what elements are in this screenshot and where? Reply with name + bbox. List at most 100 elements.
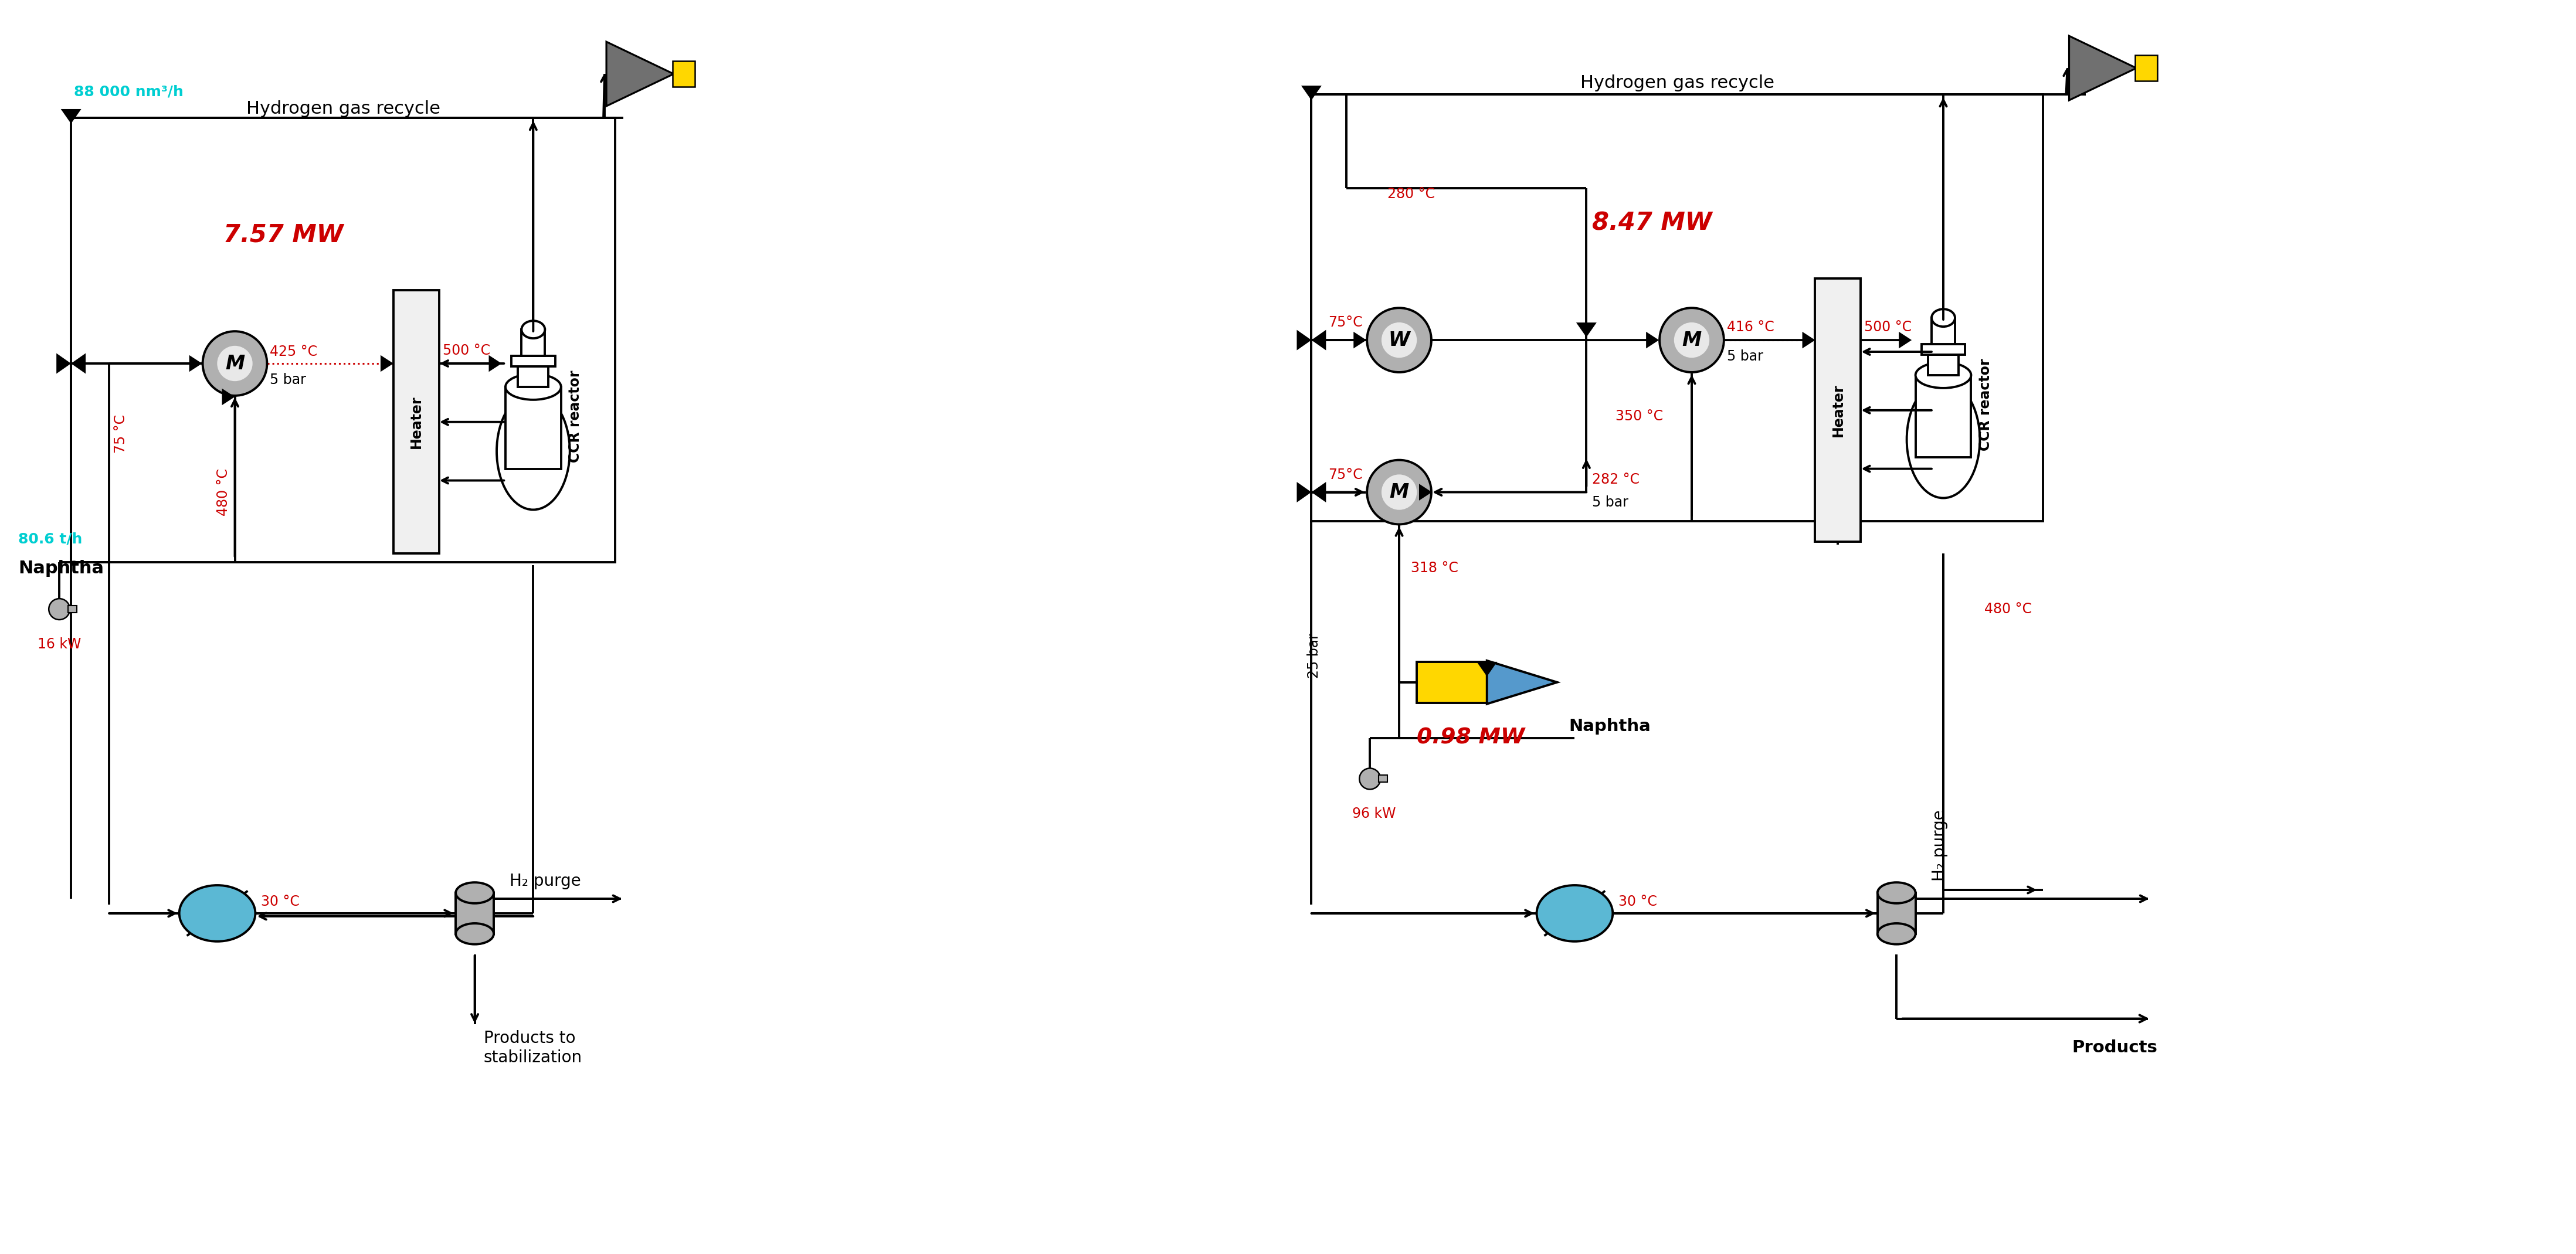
Text: Heater: Heater xyxy=(410,395,422,449)
Polygon shape xyxy=(1899,332,1911,349)
Text: 350 °C: 350 °C xyxy=(1615,409,1664,423)
Polygon shape xyxy=(222,389,234,405)
Circle shape xyxy=(1381,322,1417,357)
Polygon shape xyxy=(1577,322,1597,337)
Bar xyxy=(520,330,546,356)
Text: 480 °C: 480 °C xyxy=(1984,602,2032,616)
Bar xyxy=(72,118,616,562)
Ellipse shape xyxy=(456,883,495,903)
Text: W: W xyxy=(1388,330,1409,350)
Text: 318 °C: 318 °C xyxy=(1412,562,1458,576)
Bar xyxy=(510,356,556,366)
Bar xyxy=(1311,94,2043,522)
Text: Naphtha: Naphtha xyxy=(1569,719,1651,735)
Text: Products: Products xyxy=(2071,1040,2159,1056)
Bar xyxy=(1917,375,1971,456)
Text: 16 kW: 16 kW xyxy=(39,637,80,651)
Text: CCR reactor: CCR reactor xyxy=(569,370,582,463)
Ellipse shape xyxy=(1917,362,1971,387)
Ellipse shape xyxy=(1878,883,1917,903)
Text: 8.47 MW: 8.47 MW xyxy=(1592,211,1713,236)
Polygon shape xyxy=(381,355,394,372)
Circle shape xyxy=(1368,460,1432,524)
Polygon shape xyxy=(2069,36,2136,100)
Bar xyxy=(394,291,438,553)
Circle shape xyxy=(49,598,70,619)
Polygon shape xyxy=(1352,332,1365,349)
Text: 30 °C: 30 °C xyxy=(260,894,299,909)
Text: 480 °C: 480 °C xyxy=(216,469,229,515)
Ellipse shape xyxy=(518,469,549,494)
Polygon shape xyxy=(1646,332,1659,349)
Ellipse shape xyxy=(520,321,546,339)
Text: 282 °C: 282 °C xyxy=(1592,473,1641,487)
Bar xyxy=(518,366,549,387)
Circle shape xyxy=(1659,308,1723,372)
Polygon shape xyxy=(1476,662,1497,676)
Bar xyxy=(1417,662,1486,702)
Text: 500 °C: 500 °C xyxy=(443,344,489,357)
Polygon shape xyxy=(1296,482,1311,503)
Bar xyxy=(1932,317,1955,344)
Bar xyxy=(505,387,562,469)
Polygon shape xyxy=(605,41,675,107)
Text: CCR reactor: CCR reactor xyxy=(1978,359,1991,450)
Text: 5 bar: 5 bar xyxy=(1592,495,1628,509)
Bar xyxy=(1927,456,1958,470)
Polygon shape xyxy=(1311,482,1327,503)
Text: 0.98 MW: 0.98 MW xyxy=(1417,727,1525,749)
Text: 88 000 nm³/h: 88 000 nm³/h xyxy=(75,84,183,99)
Polygon shape xyxy=(1803,332,1816,349)
Bar xyxy=(1878,893,1917,934)
Ellipse shape xyxy=(456,923,495,944)
Bar xyxy=(1816,278,1860,542)
Text: Heater: Heater xyxy=(1832,384,1844,436)
Polygon shape xyxy=(1301,85,1321,100)
Bar xyxy=(672,61,696,87)
Ellipse shape xyxy=(1932,308,1955,326)
Circle shape xyxy=(1674,322,1710,357)
Text: H₂ purge: H₂ purge xyxy=(510,873,582,889)
Text: 416 °C: 416 °C xyxy=(1726,320,1775,335)
Ellipse shape xyxy=(505,374,562,400)
Ellipse shape xyxy=(1927,456,1958,483)
Bar xyxy=(1922,344,1965,355)
Text: H₂ purge: H₂ purge xyxy=(1932,810,1947,882)
Ellipse shape xyxy=(180,885,255,942)
Text: 280 °C: 280 °C xyxy=(1388,187,1435,201)
Text: 5 bar: 5 bar xyxy=(270,372,307,387)
Text: 80.6 t/h: 80.6 t/h xyxy=(18,532,82,545)
Polygon shape xyxy=(72,354,85,374)
Text: 96 kW: 96 kW xyxy=(1352,806,1396,821)
Bar xyxy=(67,606,77,613)
Text: Products to
stabilization: Products to stabilization xyxy=(484,1031,582,1066)
Ellipse shape xyxy=(1906,381,1981,498)
Bar xyxy=(1927,355,1958,375)
Circle shape xyxy=(1368,308,1432,372)
Text: 75°C: 75°C xyxy=(1329,316,1363,330)
Text: 75°C: 75°C xyxy=(1329,468,1363,482)
Bar xyxy=(518,469,549,482)
Text: 425 °C: 425 °C xyxy=(270,345,317,359)
Circle shape xyxy=(1381,474,1417,510)
Polygon shape xyxy=(1486,661,1556,703)
Polygon shape xyxy=(489,355,502,372)
Ellipse shape xyxy=(497,393,569,509)
Text: Hydrogen gas recycle: Hydrogen gas recycle xyxy=(1579,74,1775,92)
Polygon shape xyxy=(188,355,201,372)
Bar xyxy=(1378,775,1388,782)
Text: M: M xyxy=(224,354,245,374)
Text: Hydrogen gas recycle: Hydrogen gas recycle xyxy=(247,100,440,118)
Polygon shape xyxy=(1311,330,1327,350)
Polygon shape xyxy=(1296,330,1311,350)
Polygon shape xyxy=(57,354,72,374)
Text: Naphtha: Naphtha xyxy=(18,559,103,577)
Bar xyxy=(456,893,495,934)
Text: 7.57 MW: 7.57 MW xyxy=(224,222,343,247)
Text: 30 °C: 30 °C xyxy=(1618,894,1656,909)
Text: M: M xyxy=(1682,330,1703,350)
Polygon shape xyxy=(62,109,82,124)
Circle shape xyxy=(204,331,268,396)
Text: M: M xyxy=(1388,483,1409,502)
Text: 500 °C: 500 °C xyxy=(1865,320,1911,335)
